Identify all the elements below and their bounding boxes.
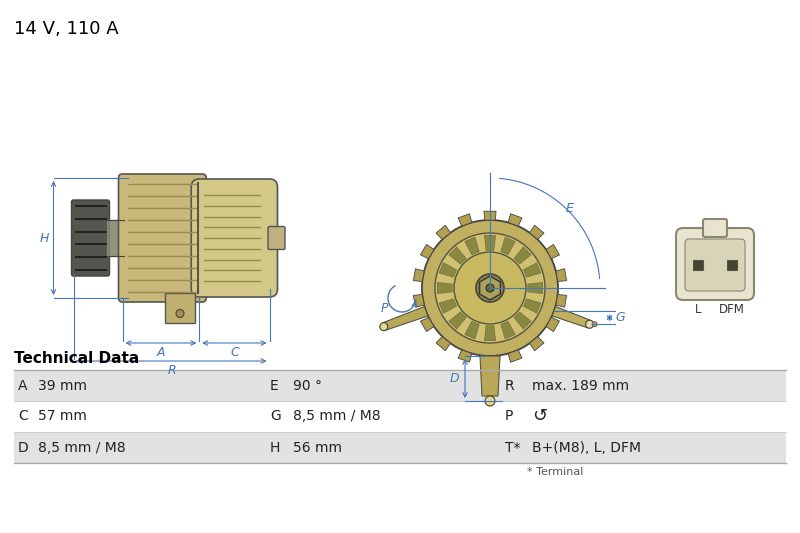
Polygon shape xyxy=(465,321,479,339)
Polygon shape xyxy=(501,321,515,339)
Polygon shape xyxy=(465,237,479,255)
FancyBboxPatch shape xyxy=(71,200,110,276)
Circle shape xyxy=(176,310,184,318)
Text: G: G xyxy=(616,311,626,324)
Polygon shape xyxy=(458,350,472,362)
Polygon shape xyxy=(484,211,496,220)
Polygon shape xyxy=(552,306,591,328)
Polygon shape xyxy=(508,350,522,362)
Text: C: C xyxy=(18,409,28,424)
FancyBboxPatch shape xyxy=(268,227,285,249)
Text: P: P xyxy=(380,302,388,314)
Polygon shape xyxy=(514,247,531,264)
Polygon shape xyxy=(514,312,531,329)
Text: P: P xyxy=(505,409,514,424)
Polygon shape xyxy=(501,237,515,255)
Polygon shape xyxy=(508,214,522,226)
Polygon shape xyxy=(546,317,559,332)
Circle shape xyxy=(380,322,388,330)
Text: max. 189 mm: max. 189 mm xyxy=(532,378,629,392)
Circle shape xyxy=(476,274,504,302)
Circle shape xyxy=(592,322,597,327)
Polygon shape xyxy=(480,356,500,396)
Text: ↺: ↺ xyxy=(532,408,547,425)
Text: R: R xyxy=(505,378,514,392)
Text: * Terminal: * Terminal xyxy=(527,467,583,477)
Polygon shape xyxy=(436,336,450,351)
Text: E: E xyxy=(270,378,278,392)
Text: 8,5 mm / M8: 8,5 mm / M8 xyxy=(38,440,126,455)
Text: 57 mm: 57 mm xyxy=(38,409,87,424)
Text: L: L xyxy=(694,303,702,316)
Bar xyxy=(693,260,703,270)
Circle shape xyxy=(485,396,495,406)
Polygon shape xyxy=(528,282,542,294)
FancyBboxPatch shape xyxy=(676,228,754,300)
Polygon shape xyxy=(436,225,450,239)
Text: T*: T* xyxy=(505,440,521,455)
Bar xyxy=(14,401,786,432)
Text: H: H xyxy=(40,231,50,245)
Circle shape xyxy=(435,233,545,343)
Text: B+(M8), L, DFM: B+(M8), L, DFM xyxy=(532,440,641,455)
Text: A: A xyxy=(157,346,165,359)
Circle shape xyxy=(486,284,494,292)
Polygon shape xyxy=(480,276,500,300)
Text: 8,5 mm / M8: 8,5 mm / M8 xyxy=(293,409,381,424)
Polygon shape xyxy=(439,299,457,313)
Polygon shape xyxy=(421,317,434,332)
Text: 39 mm: 39 mm xyxy=(38,378,87,392)
FancyBboxPatch shape xyxy=(703,219,727,237)
Text: D: D xyxy=(450,372,459,385)
Text: R: R xyxy=(167,364,176,377)
Polygon shape xyxy=(421,245,434,259)
FancyBboxPatch shape xyxy=(191,179,278,297)
Polygon shape xyxy=(458,214,472,226)
Text: G: G xyxy=(270,409,281,424)
Polygon shape xyxy=(485,326,495,341)
Polygon shape xyxy=(449,312,466,329)
Text: 14 V, 110 A: 14 V, 110 A xyxy=(14,20,118,38)
Polygon shape xyxy=(485,235,495,250)
Text: 90 °: 90 ° xyxy=(293,378,322,392)
Text: A: A xyxy=(18,378,27,392)
Text: DFM: DFM xyxy=(719,303,745,316)
Text: E: E xyxy=(566,203,573,215)
Circle shape xyxy=(422,220,558,356)
Polygon shape xyxy=(414,295,424,308)
Polygon shape xyxy=(556,269,566,281)
Polygon shape xyxy=(530,225,544,239)
Circle shape xyxy=(454,252,526,324)
Polygon shape xyxy=(530,336,544,351)
Circle shape xyxy=(586,320,594,328)
Text: 56 mm: 56 mm xyxy=(293,440,342,455)
Polygon shape xyxy=(523,299,541,313)
Text: C: C xyxy=(230,346,238,359)
Polygon shape xyxy=(414,269,424,281)
Polygon shape xyxy=(484,356,496,365)
Text: Technical Data: Technical Data xyxy=(14,351,139,366)
Polygon shape xyxy=(382,306,428,330)
Bar xyxy=(14,370,786,401)
Polygon shape xyxy=(438,282,452,294)
Polygon shape xyxy=(439,263,457,277)
Bar xyxy=(14,432,786,463)
Polygon shape xyxy=(449,247,466,264)
Bar xyxy=(727,260,737,270)
FancyBboxPatch shape xyxy=(118,174,206,302)
Bar xyxy=(165,293,195,323)
Polygon shape xyxy=(546,245,559,259)
Polygon shape xyxy=(523,263,541,277)
Polygon shape xyxy=(556,295,566,308)
Text: H: H xyxy=(270,440,280,455)
FancyBboxPatch shape xyxy=(685,239,745,291)
Text: D: D xyxy=(18,440,29,455)
